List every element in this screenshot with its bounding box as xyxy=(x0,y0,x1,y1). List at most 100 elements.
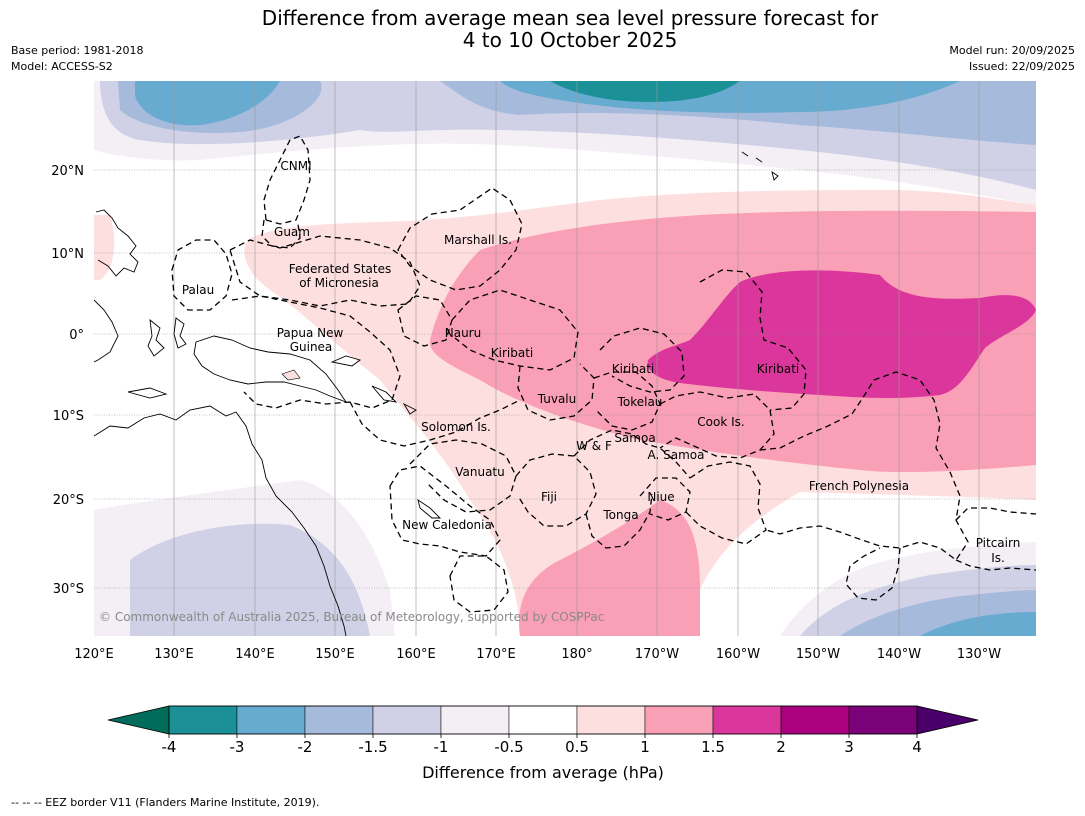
lon-label: 140°E xyxy=(235,647,275,662)
colorbar-tick-label: -1.5 xyxy=(358,738,387,756)
label-kiribati-east: Kiribati xyxy=(757,362,799,376)
eez-pitcairn-east xyxy=(955,559,1036,571)
colorbar-label: Difference from average (hPa) xyxy=(422,763,664,782)
label-marshall: Marshall Is. xyxy=(444,233,512,247)
meta-left: Base period: 1981-2018 Model: ACCESS-S2 xyxy=(11,43,143,75)
eez-kiribati-west xyxy=(451,289,579,371)
label-niue: Niue xyxy=(647,490,674,504)
label-fsm-line1: Federated States xyxy=(289,262,391,276)
colorbar-bin xyxy=(644,705,714,735)
colorbar-tick-label: 1 xyxy=(640,738,650,756)
issued-date: Issued: 22/09/2025 xyxy=(968,60,1075,73)
colorbar-bin xyxy=(712,705,782,735)
label-samoa: Samoa xyxy=(614,431,655,445)
label-french-polynesia: French Polynesia xyxy=(809,479,909,493)
lat-label: 10°N xyxy=(51,247,84,262)
label-solomon: Solomon Is. xyxy=(421,420,491,434)
label-pitcairn-line2: Is. xyxy=(991,551,1005,565)
eez-palau xyxy=(171,239,233,311)
lat-gridlines xyxy=(94,169,1036,589)
title-line-1: Difference from average mean sea level p… xyxy=(261,6,879,30)
lon-label: 170°E xyxy=(476,647,516,662)
lon-label: 160°E xyxy=(396,647,436,662)
label-fsm-line2: of Micronesia xyxy=(299,276,379,290)
lon-label: 120°E xyxy=(74,647,114,662)
eez-borders xyxy=(171,135,1036,613)
eez-marshall xyxy=(397,187,523,291)
lon-label: 170°W xyxy=(635,647,679,662)
solomon-coast xyxy=(371,385,417,415)
hawaii-coast xyxy=(741,151,779,181)
colorbar-tick-label: 1.5 xyxy=(701,738,725,756)
base-period: Base period: 1981-2018 xyxy=(11,44,144,57)
colorbar-bin xyxy=(440,705,510,735)
lon-label: 130°W xyxy=(957,647,1001,662)
colorbar-tick-label: 3 xyxy=(844,738,854,756)
lat-label: 20°N xyxy=(51,164,84,179)
label-palau: Palau xyxy=(182,283,214,297)
label-guam: Guam xyxy=(274,225,310,239)
lat-label: 30°S xyxy=(53,582,84,597)
anomaly-positive-pink-south xyxy=(519,500,700,636)
label-nauru: Nauru xyxy=(445,326,481,340)
label-png-line1: Papua New xyxy=(277,326,344,340)
label-fiji: Fiji xyxy=(541,490,557,504)
coastlines xyxy=(94,151,779,636)
map-panel: CNMI Guam Marshall Is. Federated States … xyxy=(94,81,1036,636)
label-kiribati-central: Kiribati xyxy=(612,362,654,376)
eez-fsm xyxy=(229,235,421,307)
label-cook: Cook Is. xyxy=(697,415,744,429)
place-labels: CNMI Guam Marshall Is. Federated States … xyxy=(182,159,1020,565)
colorbar-tick-label: -2 xyxy=(298,738,313,756)
copyright-notice: © Commonwealth of Australia 2025, Bureau… xyxy=(99,610,604,624)
label-png-line2: Guinea xyxy=(290,340,333,354)
colorbar-tick-label: 2 xyxy=(776,738,786,756)
label-tuvalu: Tuvalu xyxy=(537,392,577,406)
eez-tonga xyxy=(585,493,653,549)
colorbar-tick-label: 0.5 xyxy=(565,738,589,756)
lat-label: 10°S xyxy=(53,409,84,424)
colorbar-bin xyxy=(236,705,306,735)
colorbar-bin xyxy=(848,705,918,735)
colorbar-bin xyxy=(780,705,850,735)
lon-label: 150°E xyxy=(315,647,355,662)
label-american-samoa: A. Samoa xyxy=(648,448,705,462)
anomaly-north-teal xyxy=(550,81,740,102)
label-wallis-futuna: W & F xyxy=(576,439,612,453)
eez-tuvalu xyxy=(517,363,595,421)
australia-coast xyxy=(94,405,347,636)
eez-footnote: -- -- -- EEZ border V11 (Flanders Marine… xyxy=(11,796,320,809)
lon-label: 150°W xyxy=(796,647,840,662)
papua-new-guinea-highlight xyxy=(281,369,301,381)
sulawesi-coast xyxy=(147,318,165,357)
label-new-caledonia: New Caledonia xyxy=(402,518,492,532)
colorbar-tick-label: -0.5 xyxy=(494,738,523,756)
latitude-labels: 20°N 10°N 0° 10°S 20°S 30°S xyxy=(51,164,84,597)
map-title: Difference from average mean sea level p… xyxy=(0,7,1085,51)
title-line-2: 4 to 10 October 2025 xyxy=(462,28,678,52)
eez-niue xyxy=(639,477,691,521)
eez-samoa xyxy=(573,429,691,479)
label-vanuatu: Vanuatu xyxy=(455,465,505,479)
colorbar-bin xyxy=(304,705,374,735)
colorbar-over-arrow xyxy=(916,705,979,735)
new-caledonia-coast xyxy=(417,498,442,519)
meta-right: Model run: 20/09/2025 Issued: 22/09/2025 xyxy=(949,43,1075,75)
eez-nauru xyxy=(397,295,453,347)
colorbar-tick-label: 4 xyxy=(912,738,922,756)
colorbar-tick-label: -4 xyxy=(162,738,177,756)
colorbar-bin xyxy=(576,705,646,735)
label-pitcairn-line1: Pitcairn xyxy=(976,536,1021,550)
label-cnmi: CNMI xyxy=(280,159,311,173)
colorbar-bin xyxy=(168,705,238,735)
lon-gridlines xyxy=(173,81,980,636)
halmahera-coast xyxy=(173,317,187,349)
label-tonga: Tonga xyxy=(602,508,638,522)
eez-fiji xyxy=(515,453,597,527)
label-kiribati-west: Kiribati xyxy=(491,346,533,360)
colorbar-bin xyxy=(508,705,578,735)
longitude-labels: 120°E 130°E 140°E 150°E 160°E 170°E 180° 170°W 1… xyxy=(74,647,1001,662)
anomaly-south-east-blue xyxy=(920,612,1036,636)
anomaly-south-west-lavender xyxy=(130,523,370,636)
